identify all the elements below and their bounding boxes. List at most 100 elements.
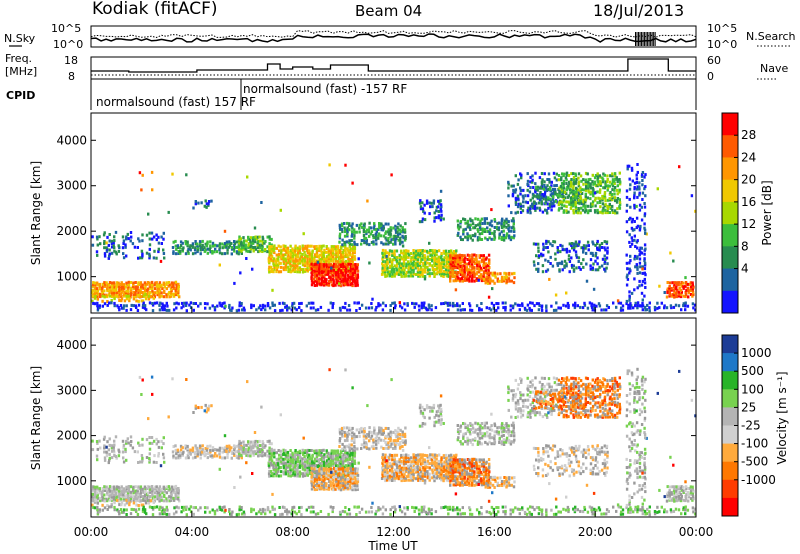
echo-cell	[347, 250, 350, 254]
echo-cell	[275, 451, 278, 455]
echo-cell	[558, 190, 561, 194]
echo-cell	[687, 295, 690, 299]
echo-cell	[131, 489, 135, 493]
echo-cell	[155, 301, 159, 305]
echo-cell	[403, 258, 406, 261]
echo-cell	[598, 201, 602, 204]
echo-cell	[240, 303, 243, 307]
echo-cell	[684, 281, 688, 284]
echo-cell	[431, 268, 435, 272]
echo-cell	[601, 194, 604, 198]
echo-cell	[139, 485, 143, 489]
echo-cell	[415, 249, 418, 253]
echo-cell	[677, 294, 681, 298]
echo-cell	[512, 184, 515, 188]
echo-cell	[482, 272, 485, 276]
echo-cell	[99, 496, 102, 500]
echo-cell	[310, 457, 313, 461]
echo-cell	[468, 272, 471, 276]
echo-cell	[220, 304, 224, 308]
echo-cell	[346, 437, 349, 441]
echo-cell	[344, 259, 348, 263]
echo-cell	[209, 454, 212, 458]
echo-cell	[691, 291, 695, 294]
echo-cell	[439, 215, 443, 219]
echo-cell	[490, 224, 494, 228]
echo-cell	[580, 188, 583, 192]
echo-cell	[274, 263, 277, 267]
echo-cell	[198, 244, 202, 247]
echo-cell	[575, 192, 578, 196]
echo-cell	[643, 267, 647, 271]
echo-cell	[641, 265, 644, 269]
echo-cell	[475, 260, 479, 264]
echo-cell	[560, 200, 563, 204]
echo-cell	[331, 255, 335, 258]
echo-cell	[388, 249, 392, 253]
echo-cell	[254, 452, 258, 456]
colorbar-tick-label: 16	[741, 195, 756, 209]
echo-cell	[640, 218, 644, 222]
echo-cell	[115, 490, 118, 494]
echo-cell	[122, 497, 126, 501]
echo-cell	[377, 236, 380, 240]
echo-cell	[685, 282, 688, 286]
echo-cell	[478, 236, 481, 240]
echo-cell	[365, 443, 368, 447]
echo-cell	[526, 201, 529, 205]
echo-cell	[325, 451, 329, 455]
echo-cell	[404, 265, 408, 269]
echo-cell	[616, 211, 619, 215]
echo-cell	[346, 273, 350, 277]
echo-cell	[611, 174, 614, 178]
echo-cell	[480, 238, 484, 241]
echo-cell	[620, 306, 623, 310]
echo-cell	[101, 285, 104, 289]
echo-cell	[518, 308, 521, 312]
echo-cell	[154, 485, 157, 489]
echo-cell	[252, 249, 255, 253]
echo-cell	[101, 282, 104, 286]
echo-cell	[204, 306, 207, 310]
echo-cell	[336, 271, 340, 275]
echo-cell	[633, 257, 636, 261]
echo-cell	[347, 259, 350, 263]
echo-cell	[141, 458, 144, 462]
echo-cell	[327, 464, 330, 468]
echo-cell	[152, 235, 156, 239]
echo-cell	[91, 299, 94, 303]
echo-cell	[311, 273, 314, 277]
echo-cell	[444, 249, 448, 253]
echo-cell	[618, 206, 622, 210]
echo-cell	[514, 302, 517, 306]
echo-cell	[280, 257, 283, 261]
echo-cell	[122, 443, 126, 447]
echo-cell	[668, 285, 671, 288]
echo-cell	[288, 306, 291, 310]
echo-cell	[445, 252, 448, 255]
echo-cell	[129, 239, 132, 243]
echo-cell	[516, 205, 520, 209]
echo-cell	[347, 461, 350, 465]
echo-cell	[669, 251, 672, 255]
echo-cell	[598, 197, 602, 201]
echo-cell	[567, 210, 570, 214]
echo-cell	[94, 289, 97, 293]
echo-cell	[551, 244, 554, 248]
echo-cell	[435, 262, 438, 266]
echo-cell	[576, 304, 579, 308]
echo-cell	[448, 249, 451, 253]
echo-cell	[507, 204, 510, 208]
echo-cell	[430, 201, 433, 205]
echo-cell	[238, 249, 241, 253]
echo-cell	[317, 459, 321, 463]
echo-cell	[298, 245, 301, 249]
echo-cell	[337, 263, 340, 267]
echo-cell	[565, 205, 568, 209]
echo-cell	[318, 267, 321, 271]
echo-cell	[349, 473, 353, 477]
echo-cell	[668, 289, 671, 293]
echo-cell	[421, 217, 425, 221]
echo-cell	[344, 251, 347, 255]
echo-cell	[158, 289, 162, 293]
